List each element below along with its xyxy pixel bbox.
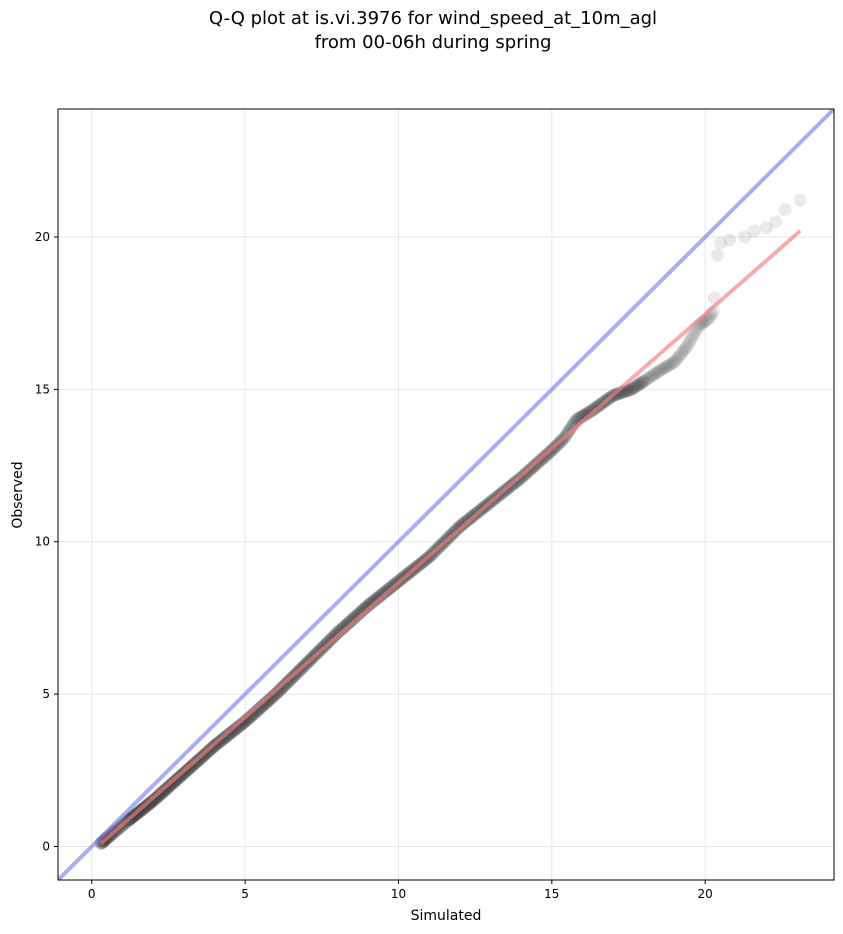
qq-point xyxy=(223,727,237,741)
qq-point xyxy=(644,370,658,384)
axis-ticks: 0 5 10 15 20 0 5 10 15 20 xyxy=(35,230,713,901)
qq-point xyxy=(625,382,639,396)
qq-point xyxy=(224,726,238,740)
y-tick-label: 0 xyxy=(42,839,50,853)
chart-title-line-1: Q-Q plot at is.vi.3976 for wind_speed_at… xyxy=(209,8,657,29)
qq-point xyxy=(680,340,694,354)
qq-point xyxy=(647,368,661,382)
qq-point xyxy=(648,367,662,381)
qq-point xyxy=(635,376,649,390)
qq-point xyxy=(653,364,667,378)
qq-point-tail xyxy=(710,248,724,262)
qq-point xyxy=(688,326,702,340)
qq-point xyxy=(659,360,673,374)
qq-point xyxy=(656,362,670,376)
y-tick-label: 10 xyxy=(35,535,50,549)
qq-point xyxy=(275,681,289,695)
qq-point xyxy=(675,346,689,360)
qq-point xyxy=(641,372,655,386)
y-tick-label: 5 xyxy=(42,687,50,701)
qq-point-tail xyxy=(714,236,728,250)
qq-point xyxy=(677,344,691,358)
qq-point xyxy=(655,363,669,377)
qq-point xyxy=(622,383,636,397)
plot-frame xyxy=(57,108,835,881)
chart-title-line-2: from 00-06h during spring xyxy=(315,32,552,53)
qq-point xyxy=(630,379,644,393)
qq-point xyxy=(662,358,676,372)
qq-point xyxy=(328,629,342,643)
qq-point xyxy=(273,683,287,697)
qq-point xyxy=(664,357,678,371)
qq-point xyxy=(652,365,666,379)
qq-point xyxy=(658,361,672,375)
qq-point xyxy=(636,375,650,389)
qq-point xyxy=(683,334,697,348)
qq-point xyxy=(670,352,684,366)
qq-point xyxy=(672,350,686,364)
x-tick-label: 5 xyxy=(241,887,249,901)
data-points xyxy=(94,193,807,850)
qq-point xyxy=(583,405,597,419)
plot-area xyxy=(58,109,834,880)
qq-point xyxy=(667,355,681,369)
qq-point xyxy=(684,332,698,346)
qq-point-tail xyxy=(760,221,774,235)
qq-point xyxy=(633,377,647,391)
qq-point xyxy=(678,342,692,356)
qq-point-tail xyxy=(738,230,752,244)
qq-point xyxy=(686,329,700,343)
qq-point xyxy=(368,593,382,607)
qq-point xyxy=(645,369,659,383)
qq-point xyxy=(329,627,343,641)
qq-point xyxy=(226,724,240,738)
qq-point xyxy=(371,591,385,605)
qq-point xyxy=(661,359,675,373)
x-tick-label: 10 xyxy=(391,887,406,901)
qq-point xyxy=(624,383,638,397)
fit-line xyxy=(99,229,802,845)
qq-point xyxy=(330,626,344,640)
qq-point xyxy=(370,592,384,606)
qq-point-tail xyxy=(747,224,761,238)
x-tick-label: 0 xyxy=(88,887,96,901)
qq-point-tail xyxy=(723,233,737,247)
y-tick-label: 20 xyxy=(35,230,50,244)
qq-point xyxy=(673,348,687,362)
qq-point xyxy=(627,381,641,395)
identity-line xyxy=(58,109,834,880)
qq-point xyxy=(666,356,680,370)
qq-point-tail xyxy=(778,203,792,217)
x-axis-label: Simulated xyxy=(411,908,482,924)
qq-point xyxy=(642,371,656,385)
qq-point xyxy=(274,682,288,696)
qq-point xyxy=(631,378,645,392)
qq-point xyxy=(331,625,345,639)
x-tick-label: 20 xyxy=(698,887,713,901)
y-axis-label: Observed xyxy=(10,461,26,528)
y-tick-label: 15 xyxy=(35,382,50,396)
qq-point xyxy=(639,373,653,387)
x-tick-label: 15 xyxy=(544,887,559,901)
qq-point-tail xyxy=(769,215,783,229)
qq-point xyxy=(628,380,642,394)
qq-point xyxy=(225,725,239,739)
qq-point xyxy=(669,353,683,367)
qq-point xyxy=(650,366,664,380)
qq-point-tail xyxy=(793,193,807,207)
qq-point xyxy=(681,337,695,351)
qq-point xyxy=(638,374,652,388)
reference-lines xyxy=(58,109,834,880)
